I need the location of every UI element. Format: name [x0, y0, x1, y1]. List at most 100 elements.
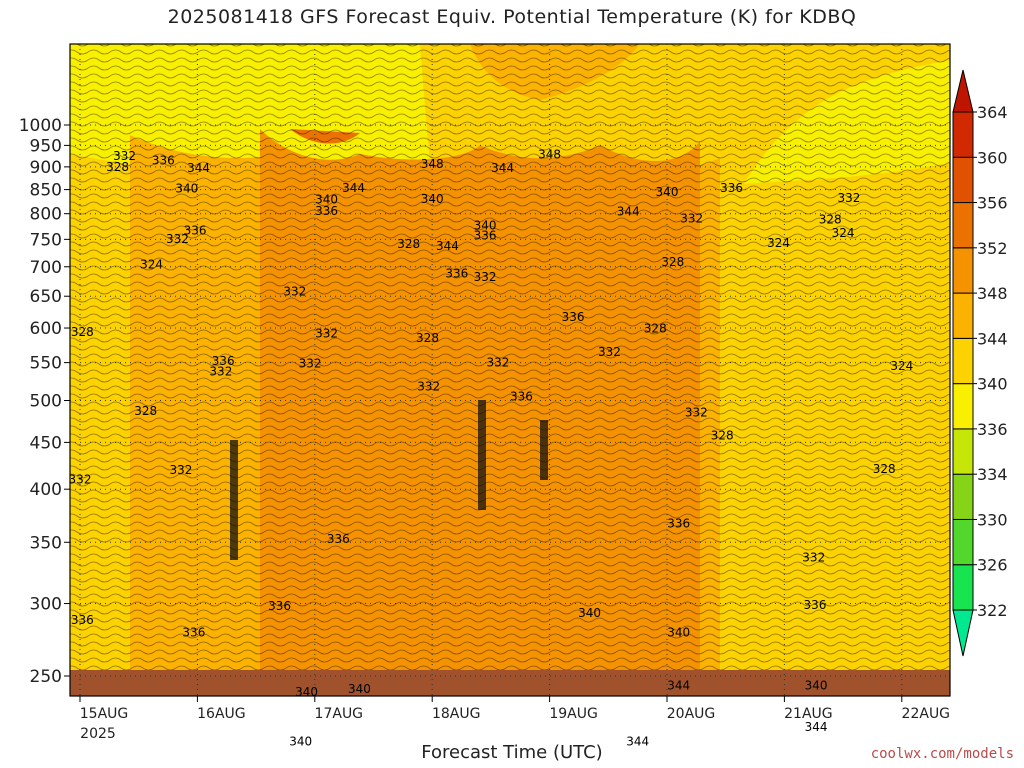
contour-label: 336 — [268, 599, 291, 613]
colorbar-segment — [952, 337, 974, 385]
colorbar-label: 336 — [977, 420, 1008, 439]
contour-label: 328 — [819, 213, 842, 227]
contour-label: 344 — [617, 205, 640, 219]
contour-label: 324 — [890, 359, 913, 373]
contour-label: 328 — [134, 404, 157, 418]
contour-label: 336 — [152, 153, 175, 167]
colorbar-label: 330 — [977, 510, 1008, 529]
contour-label: 340 — [578, 606, 601, 620]
plot-frame — [69, 43, 951, 697]
colorbar-label: 356 — [977, 194, 1008, 213]
colorbar-segment — [952, 428, 974, 475]
x-tick-label: 16AUG — [197, 706, 246, 722]
colorbar-segment — [952, 111, 974, 158]
contour-label: 332 — [166, 232, 189, 246]
contour-label: 332 — [685, 406, 708, 420]
convective-column-2 — [478, 400, 486, 510]
contour-label: 336 — [71, 613, 94, 627]
convective-column-1 — [230, 440, 238, 560]
contour-label: 332 — [299, 356, 322, 370]
contour-label: 332 — [209, 364, 232, 378]
colorbar-label: 352 — [977, 239, 1008, 258]
colorbar-segment — [952, 202, 974, 249]
x-axis-title: Forecast Time (UTC) — [421, 742, 603, 763]
colorbar-segment — [952, 156, 974, 204]
contour-label: 340 — [474, 218, 497, 232]
colorbar-max-triangle — [952, 69, 974, 113]
contour-label: 340 — [656, 185, 679, 199]
contour-label: 340 — [348, 682, 371, 696]
contour-label: 340 — [175, 182, 198, 196]
colorbar-label: 360 — [977, 148, 1008, 167]
contour-label: 348 — [421, 157, 444, 171]
contour-label: 344 — [626, 735, 649, 749]
contour-label: 344 — [187, 161, 210, 175]
colorbar-segment — [952, 473, 974, 520]
source-credit: coolwx.com/models — [870, 746, 1014, 762]
contour-label: 336 — [562, 310, 585, 324]
colorbar-segment — [952, 564, 974, 611]
contour-label: 336 — [212, 354, 235, 368]
contour-label: 332 — [315, 326, 338, 340]
contour-label: 332 — [283, 284, 306, 298]
chart-title: 2025081418 GFS Forecast Equiv. Potential… — [167, 6, 857, 28]
contour-label: 340 — [315, 193, 338, 207]
y-tick-label: 800 — [30, 205, 62, 225]
contour-label: 324 — [140, 258, 163, 272]
contour-label: 344 — [342, 181, 365, 195]
colorbar-segment — [952, 518, 974, 566]
colorbar-segment — [952, 247, 974, 294]
contour-label: 340 — [667, 625, 690, 639]
contour-label: 344 — [491, 161, 514, 175]
x-tick-label: 17AUG — [315, 706, 364, 722]
contour-label: 328 — [644, 322, 667, 336]
colorbar-label: 340 — [977, 375, 1008, 394]
y-tick-label: 450 — [30, 433, 62, 453]
contour-label: 328 — [661, 255, 684, 269]
y-tick-label: 550 — [30, 354, 62, 374]
contour-label: 336 — [182, 625, 205, 639]
contour-label: 328 — [711, 428, 734, 442]
contour-label: 340 — [289, 735, 312, 749]
contour-label: 332 — [113, 149, 136, 163]
convective-column-3 — [540, 420, 548, 480]
axes: 250 300 350 400 450 500 550 600 650 700 750 800 850 9… — [19, 43, 951, 742]
contour-label: 328 — [397, 237, 420, 251]
y-tick-label: 700 — [30, 258, 62, 278]
y-tick-label: 350 — [30, 533, 62, 553]
y-tick-label: 300 — [30, 595, 62, 615]
theta-e-field — [70, 44, 950, 696]
x-tick-label: 18AUG — [432, 706, 481, 722]
y-tick-label: 650 — [30, 287, 62, 307]
contour-label: 332 — [486, 356, 509, 370]
contour-label: 336 — [667, 516, 690, 530]
ground-strip — [70, 670, 950, 696]
contour-label: 324 — [767, 236, 790, 250]
contour-label: 332 — [802, 550, 825, 564]
y-tick-label: 500 — [30, 392, 62, 412]
y-tick-label: 900 — [30, 158, 62, 178]
contour-label: 336 — [184, 223, 207, 237]
contour-label: 344 — [805, 720, 828, 734]
contour-label: 332 — [170, 463, 193, 477]
y-tick-label: 250 — [30, 667, 62, 687]
contour-label: 336 — [445, 267, 468, 281]
colorbar-label: 334 — [977, 465, 1008, 484]
contour-label: 332 — [838, 191, 861, 205]
colorbar: 322 326 330 334 336 340 344 348 352 356 360 364 — [952, 69, 1008, 657]
contour-label: 332 — [598, 345, 621, 359]
contour-label: 336 — [327, 532, 350, 546]
x-tick-label: 21AUG — [784, 706, 833, 722]
x-tick-label: 22AUG — [902, 706, 951, 722]
x-tick-label: 20AUG — [667, 706, 716, 722]
colorbar-segment — [952, 292, 974, 339]
contour-label: 328 — [416, 331, 439, 345]
colorbar-label: 364 — [977, 103, 1008, 122]
y-tick-label: 950 — [30, 136, 62, 156]
colorbar-min-triangle — [952, 609, 974, 657]
contour-label: 328 — [106, 160, 129, 174]
x-tick-label: 15AUG — [80, 706, 129, 722]
contour-label: 336 — [315, 204, 338, 218]
y-tick-label: 850 — [30, 181, 62, 201]
